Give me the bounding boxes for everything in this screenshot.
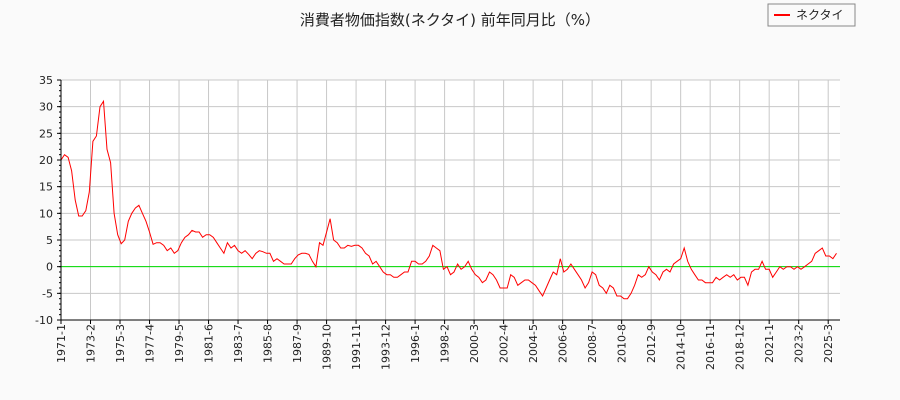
x-tick-label: 1983-7 [232,324,245,363]
y-tick-label: -5 [42,287,53,300]
x-tick-label: 2023-2 [793,324,806,363]
y-tick-label: 15 [39,181,53,194]
x-tick-label: 2021-1 [763,324,776,363]
y-tick-label: 35 [39,74,53,87]
x-tick-label: 1971-1 [55,324,68,363]
x-tick-label: 2014-10 [675,324,688,370]
x-tick-label: 2008-7 [586,324,599,363]
x-tick-label: 1989-10 [321,324,334,370]
y-tick-label: -10 [35,314,53,327]
x-tick-label: 1993-12 [380,324,393,370]
y-tick-label: 30 [39,101,53,114]
x-tick-label: 2016-11 [704,324,717,370]
plot-area [61,80,840,320]
chart-title: 消費者物価指数(ネクタイ) 前年同月比（%） [300,11,600,29]
x-tick-label: 1979-5 [173,324,186,363]
x-tick-label: 2025-3 [822,324,835,363]
x-tick-label: 2002-4 [498,324,511,363]
x-axis: 1971-1 1973-2 1975-3 1977-4 1979-5 1981-6 1983… [55,320,835,370]
x-tick-label: 1991-11 [350,324,363,370]
x-tick-label: 2010-8 [616,324,629,363]
x-tick-label: 1975-3 [114,324,127,363]
x-tick-label: 1987-9 [291,324,304,363]
legend-box [767,3,856,27]
series-line-nekutai [60,99,837,300]
y-tick-label: 25 [39,127,53,140]
x-tick-label: 1998-2 [439,324,452,363]
x-tick-label: 2006-6 [557,324,570,363]
x-tick-label: 1973-2 [85,324,98,363]
x-tick-label: 1981-6 [203,324,216,363]
x-tick-label: 1977-4 [144,324,157,363]
x-tick-label: 2012-9 [645,324,658,363]
y-tick-label: 0 [46,261,53,274]
y-tick-label: 10 [39,207,53,220]
x-tick-label: 2000-3 [468,324,481,363]
y-tick-label: 20 [39,154,53,167]
legend-label: ネクタイ [796,8,844,22]
x-tick-label: 2018-12 [734,324,747,370]
x-tick-label: 2004-5 [527,324,540,363]
x-tick-label: 1985-8 [262,324,275,363]
series-points [60,101,837,299]
y-tick-label: 5 [46,234,53,247]
legend: ネクタイ [767,3,856,27]
x-tick-label: 1996-1 [409,324,422,363]
